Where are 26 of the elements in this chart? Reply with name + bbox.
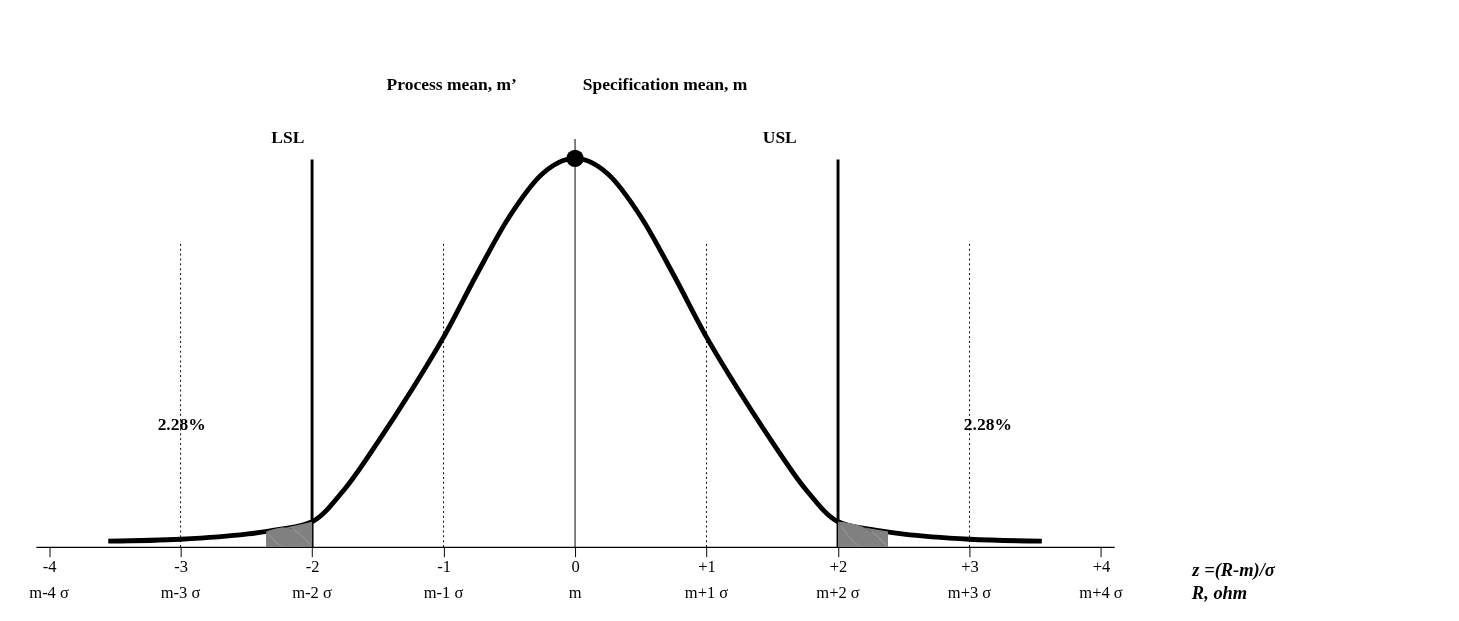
ref-line-label: USL [762,126,797,147]
annotation: 2.28% [963,414,1012,435]
text: m [568,583,582,603]
x-tick-label: -2 [305,556,320,576]
x-axis-title: z =(R-m)/σ [1191,559,1276,581]
x-tick-label: -3 [174,556,188,576]
text: m+3 σ [947,583,992,603]
x-tick-label: 0 [571,556,580,576]
x-tick-label: +3 [961,556,979,576]
annotation: 2.28% [157,414,206,435]
text: m-2 σ [292,583,332,603]
text: m-3 σ [160,583,201,603]
x-tick-label: +1 [698,556,716,576]
text: m+1 σ [684,583,729,603]
text: m+4 σ [1079,583,1123,603]
x-tick-label: +2 [829,556,848,576]
text: Specification mean, m [582,74,748,95]
x-tick-label: -4 [42,556,57,576]
text: m-4 σ [29,583,69,603]
text: m+2 σ [816,583,860,603]
text: R, ohm [1190,583,1248,604]
x-tick-label: +4 [1092,556,1111,576]
ref-line-label: LSL [271,126,305,147]
x-tick-label: -1 [437,556,451,576]
text: m-1 σ [423,583,464,603]
text: Process mean, m’ [386,74,517,95]
